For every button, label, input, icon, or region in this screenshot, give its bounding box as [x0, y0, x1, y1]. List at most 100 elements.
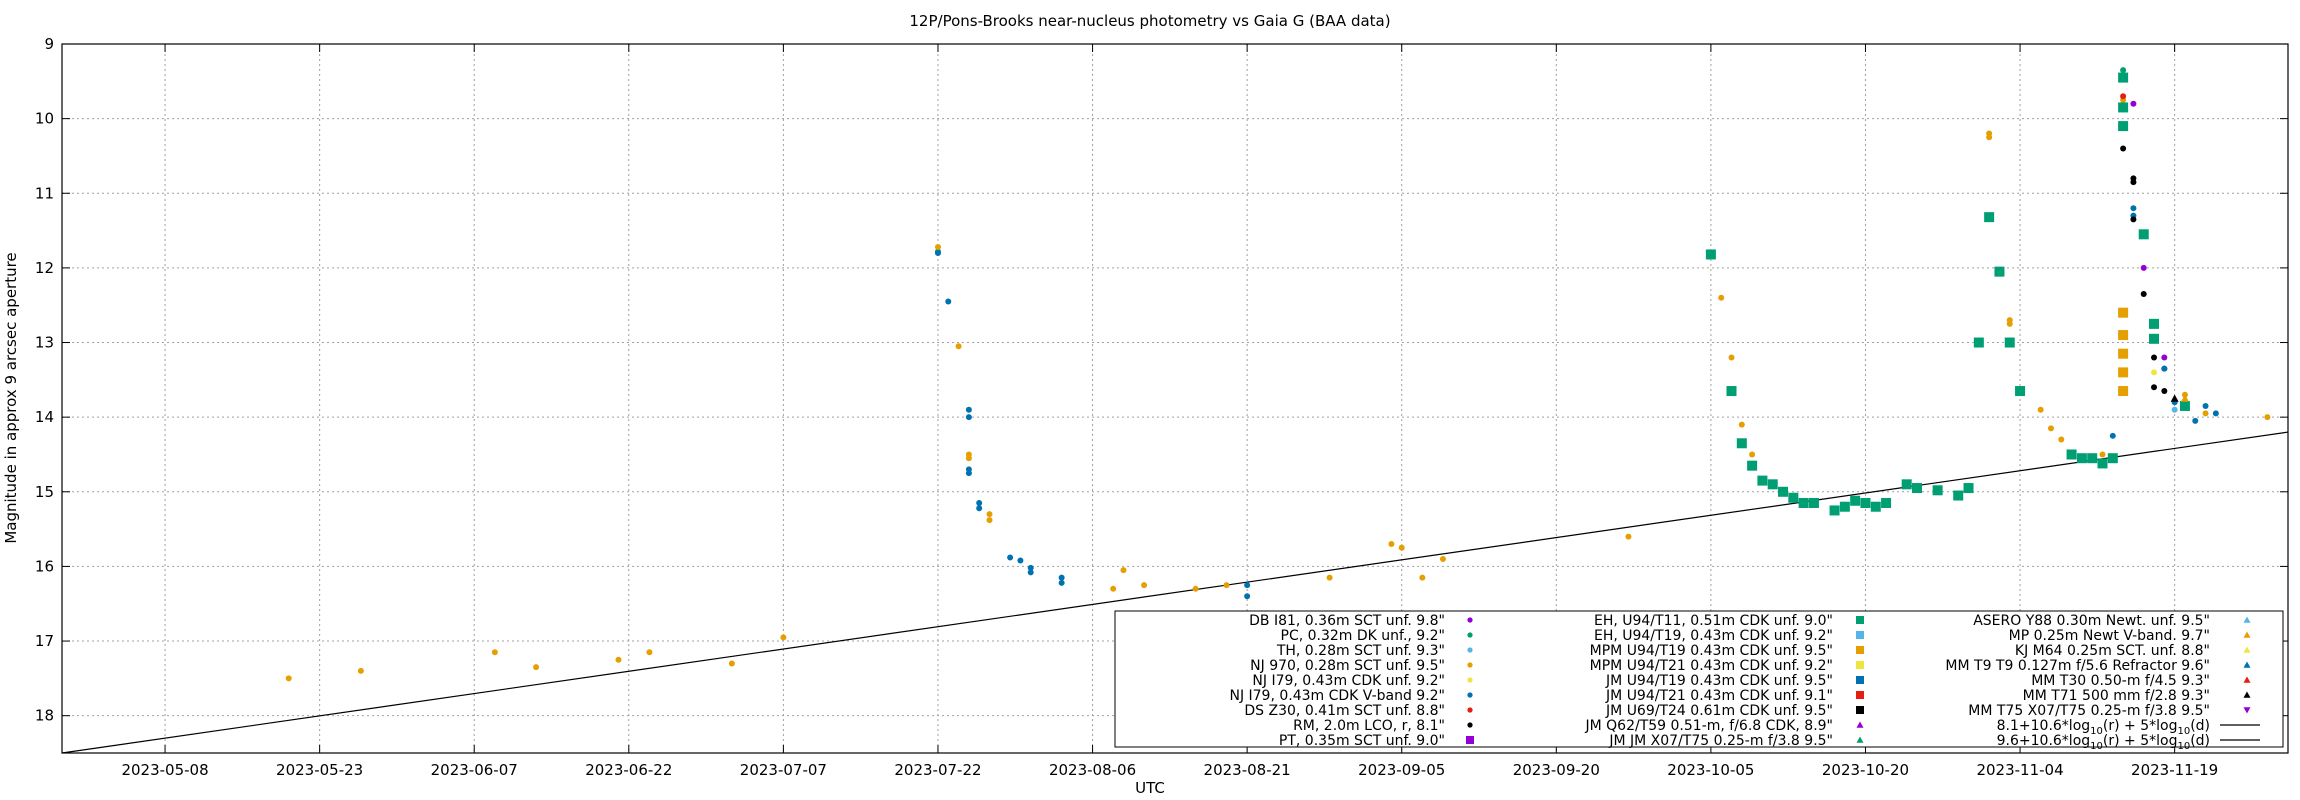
data-point: [2107, 453, 2118, 464]
data-point: [2202, 402, 2209, 409]
x-tick-label: 2023-10-20: [1822, 761, 1909, 779]
data-point: [1027, 564, 1034, 571]
y-tick-label: 17: [35, 632, 54, 650]
legend-marker: [1467, 632, 1473, 638]
data-point: [965, 406, 972, 413]
data-point: [2161, 354, 2168, 361]
data-point: [1223, 582, 1230, 589]
legend-label: RM, 2.0m LCO, r, 8.1": [1293, 718, 1445, 734]
legend-label: MM T75 X07/T75 0.25-m f/3.8 9.5": [1968, 703, 2210, 719]
data-point: [955, 343, 962, 350]
y-tick-label: 16: [35, 557, 54, 575]
legend-label: MPM U94/T21 0.43m CDK unf. 9.2": [1590, 658, 1833, 674]
legend-label: 8.1+10.6*log10(r) + 5*log10(d): [1997, 718, 2210, 737]
legend-label: TH, 0.28m SCT unf. 9.3": [1276, 643, 1445, 659]
legend-marker: [1856, 616, 1864, 624]
data-points: [285, 67, 2271, 682]
data-point: [1058, 574, 1065, 581]
data-point: [533, 664, 540, 671]
x-tick-label: 2023-08-21: [1204, 761, 1291, 779]
legend-marker: [2243, 616, 2251, 623]
y-axis-label: Magnitude in approx 9 arcsec aperture: [2, 252, 20, 543]
data-point: [2140, 291, 2147, 298]
data-point: [1244, 593, 1251, 600]
data-point: [1912, 483, 1922, 494]
legend-marker: [1856, 676, 1864, 684]
legend-marker: [1467, 692, 1473, 698]
data-point: [1017, 557, 1024, 564]
data-point: [491, 649, 498, 656]
data-point: [1726, 386, 1737, 397]
x-tick-label: 2023-11-04: [1976, 761, 2063, 779]
legend-marker: [2243, 691, 2251, 698]
data-point: [2120, 67, 2127, 74]
legend-label: PT, 0.35m SCT unf. 9.0": [1279, 733, 1445, 749]
data-point: [1439, 555, 1446, 562]
data-point: [2180, 394, 2189, 402]
data-point: [2015, 386, 2026, 397]
y-tick-label: 11: [35, 184, 54, 202]
chart-title: 12P/Pons-Brooks near-nucleus photometry …: [909, 12, 1390, 30]
data-point: [2161, 365, 2168, 372]
data-point: [1986, 130, 1993, 137]
y-tick-label: 12: [35, 259, 54, 277]
data-point: [2130, 216, 2137, 223]
legend-marker: [1856, 736, 1864, 743]
data-point: [2099, 451, 2106, 458]
data-point: [615, 656, 622, 663]
legend-label: NJ 970, 0.28m SCT unf. 9.5": [1250, 658, 1445, 674]
data-point: [2130, 179, 2137, 186]
data-point: [2130, 100, 2137, 107]
legend-marker: [2243, 707, 2251, 714]
legend-marker: [1467, 677, 1473, 683]
data-point: [2151, 354, 2158, 361]
legend: DB I81, 0.36m SCT unf. 9.8"PC, 0.32m DK …: [1114, 610, 2284, 752]
data-point: [934, 243, 941, 250]
data-point: [934, 249, 941, 256]
data-point: [780, 634, 787, 641]
data-point: [1963, 483, 1974, 494]
data-point: [2120, 93, 2127, 100]
y-tick-label: 18: [35, 707, 54, 725]
legend-label: MM T30 0.50-m f/4.5 9.3": [2031, 673, 2210, 689]
data-point: [2118, 121, 2129, 132]
x-tick-label: 2023-05-23: [276, 761, 363, 779]
data-point: [1850, 495, 1861, 506]
x-tick-label: 2023-09-20: [1513, 761, 1600, 779]
legend-marker: [1467, 617, 1473, 623]
data-point: [2037, 406, 2044, 413]
legend-label: MM T71 500 mm f/2.8 9.3": [2023, 688, 2210, 704]
axis-ticks: 2023-05-08 2023-05-23 2023-06-07 2023-06-22…: [35, 35, 2288, 779]
x-tick-label: 2023-09-05: [1358, 761, 1445, 779]
legend-label: NJ I79, 0.43m CDK unf. 9.2": [1252, 673, 1445, 689]
x-tick-label: 2023-06-07: [431, 761, 518, 779]
legend-marker: [1856, 631, 1864, 639]
data-point: [2170, 394, 2179, 402]
legend-label: JM U94/T21 0.43m CDK unf. 9.1": [1605, 688, 1833, 704]
data-point: [2118, 348, 2129, 359]
data-point: [1767, 479, 1778, 490]
data-point: [2149, 318, 2160, 329]
data-point: [1808, 497, 1819, 508]
data-point: [1738, 421, 1745, 428]
data-point: [1881, 497, 1892, 508]
data-point: [2076, 453, 2087, 464]
data-point: [1901, 479, 1912, 490]
legend-label: EH, U94/T11, 0.51m CDK unf. 9.0": [1594, 613, 1833, 629]
data-point: [1419, 574, 1426, 581]
data-point: [2006, 320, 2013, 327]
legend-marker: [2243, 661, 2251, 668]
legend-label: EH, U94/T19, 0.43m CDK unf. 9.2": [1594, 628, 1833, 644]
x-axis-label: UTC: [1135, 779, 1165, 797]
legend-label: PC, 0.32m DK unf., 9.2": [1281, 628, 1446, 644]
data-point: [1870, 501, 1881, 512]
legend-label: NJ I79, 0.43m CDK V-band 9.2": [1229, 688, 1445, 704]
data-point: [1747, 460, 1758, 471]
data-point: [965, 455, 972, 462]
data-point: [2149, 333, 2160, 344]
data-point: [2212, 410, 2219, 417]
data-point: [2058, 436, 2065, 443]
legend-label: ASERO Y88 0.30m Newt. unf. 9.5": [1973, 613, 2210, 629]
data-point: [986, 511, 993, 518]
data-point: [2118, 386, 2129, 397]
